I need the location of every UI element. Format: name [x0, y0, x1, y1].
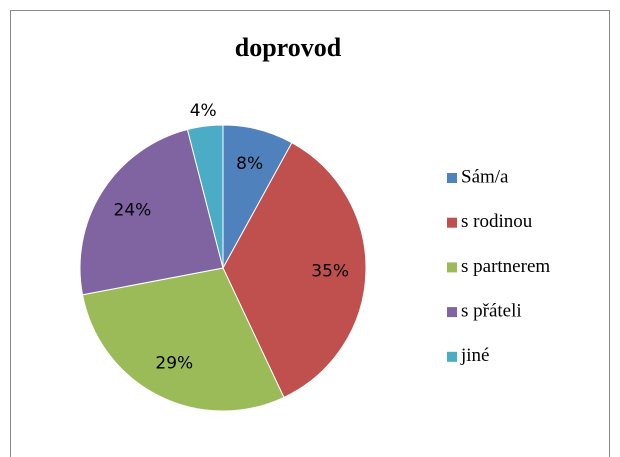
legend-label: s přáteli [461, 300, 522, 321]
pie-slice [186, 124, 224, 269]
legend-label: Sám/a [461, 166, 509, 187]
data-label: 29% [155, 354, 193, 374]
legend-swatch [447, 351, 457, 362]
data-label: 8% [236, 154, 263, 174]
legend-label: s rodinou [461, 211, 533, 232]
data-label: 4% [190, 101, 217, 121]
legend-swatch [447, 173, 457, 183]
chart-title: doprovod [235, 33, 342, 62]
legend-swatch [447, 262, 457, 273]
pie-slice [222, 142, 367, 399]
legend-swatch [447, 307, 457, 318]
legend-label: s partnerem [461, 256, 550, 277]
legend-label: jiné [460, 345, 490, 366]
pie-slice [81, 267, 285, 412]
data-label: 24% [114, 201, 152, 221]
data-label: 35% [311, 261, 349, 281]
legend-swatch [447, 217, 457, 228]
pie-slice [79, 128, 224, 296]
